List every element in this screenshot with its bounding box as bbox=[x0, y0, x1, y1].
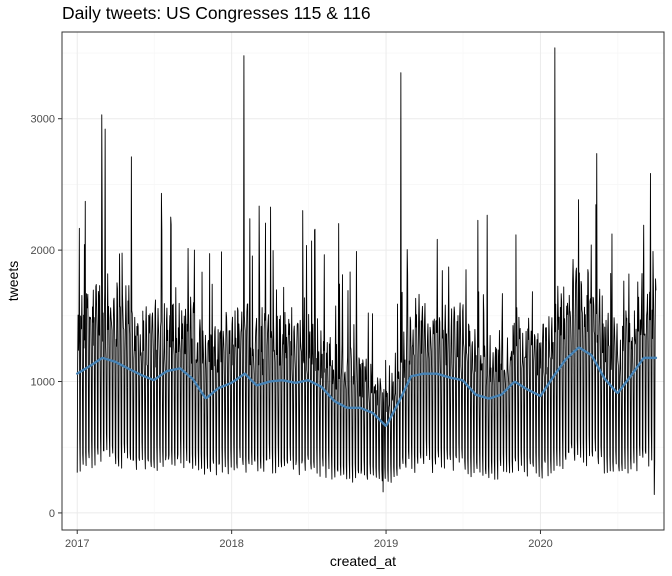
x-tick-label: 2017 bbox=[65, 538, 89, 550]
plot-panel-border bbox=[61, 31, 665, 531]
y-tick-label: 1000 bbox=[31, 377, 55, 389]
series-line-trend bbox=[76, 346, 658, 427]
series-line-daily-tweets bbox=[76, 47, 657, 495]
x-tick-label: 2018 bbox=[219, 538, 243, 550]
y-axis-title: tweets bbox=[5, 261, 21, 301]
y-tick-label: 2000 bbox=[31, 245, 55, 257]
x-tick-label: 2019 bbox=[374, 538, 398, 550]
chart-title: Daily tweets: US Congresses 115 & 116 bbox=[62, 3, 371, 23]
series-layer bbox=[76, 47, 658, 495]
x-axis-title: created_at bbox=[330, 553, 396, 569]
y-tick-label: 0 bbox=[49, 508, 55, 520]
axes-layer: 2017 2018 2019 2020 0 1000 2000 3000 bbox=[31, 114, 553, 550]
x-tick-label: 2020 bbox=[528, 538, 552, 550]
grid-lines bbox=[62, 32, 664, 530]
y-tick-label: 3000 bbox=[31, 114, 55, 126]
